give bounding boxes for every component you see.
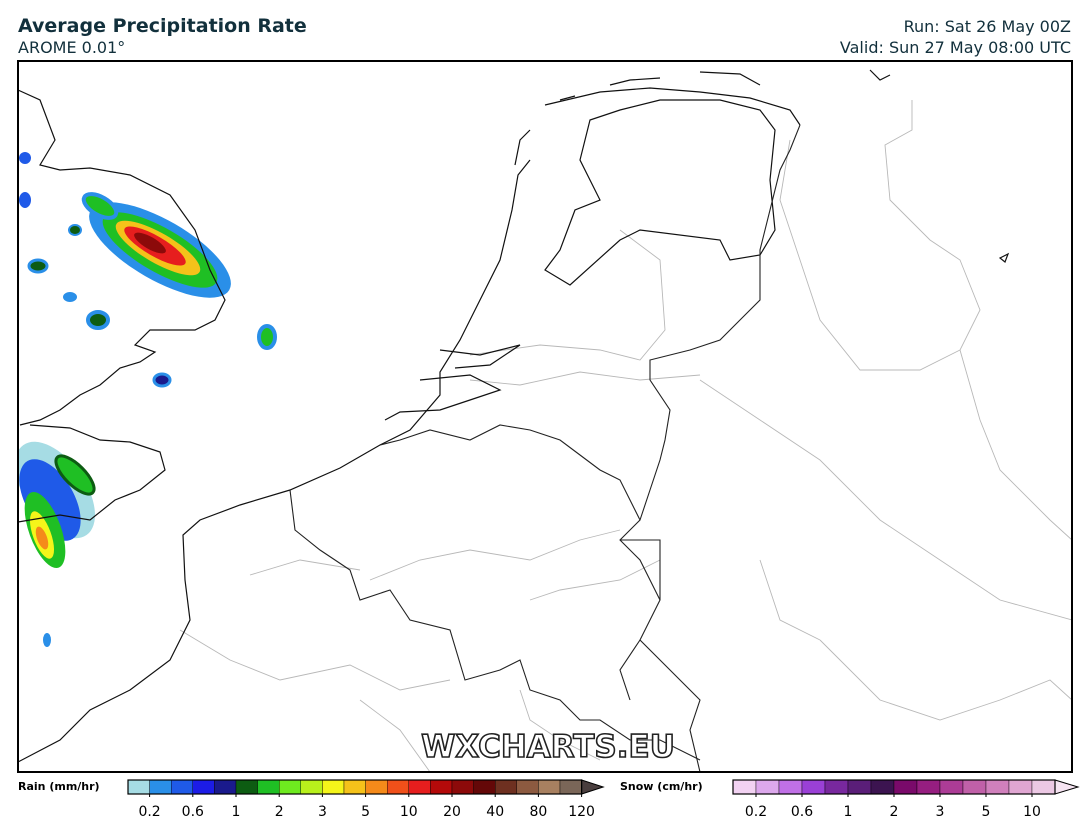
map-frame bbox=[17, 60, 1073, 773]
rain-color-swatch bbox=[214, 779, 237, 795]
run-time: Run: Sat 26 May 00Z bbox=[904, 17, 1071, 36]
snow-legend-label: Snow (cm/hr) bbox=[620, 780, 703, 793]
snow-color-swatch bbox=[939, 779, 964, 795]
rain-color-swatch bbox=[170, 779, 193, 795]
rain-bar-frame bbox=[127, 779, 583, 795]
rain-legend-label: Rain (mm/hr) bbox=[18, 780, 100, 793]
rain-color-swatch bbox=[538, 779, 561, 795]
rain-tick-label: 120 bbox=[568, 804, 595, 820]
rain-color-swatch bbox=[559, 779, 582, 795]
snow-tick-label: 1 bbox=[844, 804, 853, 820]
rain-color-swatch bbox=[279, 779, 302, 795]
rain-color-swatch bbox=[408, 779, 431, 795]
snow-color-swatch bbox=[985, 779, 1010, 795]
snow-color-swatch bbox=[824, 779, 849, 795]
watermark: WXCHARTS.EU bbox=[421, 729, 675, 765]
title: Average Precipitation Rate bbox=[18, 15, 307, 37]
rain-color-swatch bbox=[430, 779, 453, 795]
rain-tick-label: 2 bbox=[275, 804, 284, 820]
rain-color-arrow bbox=[581, 779, 605, 795]
national-borders bbox=[289, 124, 801, 772]
snow-color-swatch bbox=[732, 779, 757, 795]
rain-color-swatch bbox=[257, 779, 280, 795]
rain-color-swatch bbox=[473, 779, 496, 795]
map bbox=[17, 60, 1073, 773]
snow-tick-label: 3 bbox=[936, 804, 945, 820]
subtitle: AROME 0.01° bbox=[18, 38, 125, 57]
snow-color-swatch bbox=[801, 779, 826, 795]
snow-color-arrow bbox=[1054, 779, 1080, 795]
minor-borders bbox=[179, 100, 1072, 772]
snow-tick-label: 2 bbox=[890, 804, 899, 820]
rain-tick-label: 10 bbox=[400, 804, 418, 820]
rain-color-swatch bbox=[516, 779, 539, 795]
rain-color-swatch bbox=[149, 779, 172, 795]
snow-color-swatch bbox=[962, 779, 987, 795]
rain-color-swatch bbox=[235, 779, 258, 795]
rain-tick-label: 0.6 bbox=[182, 804, 204, 820]
snow-tick-label: 0.6 bbox=[791, 804, 813, 820]
coastlines bbox=[18, 69, 1010, 763]
snow-tick-label: 5 bbox=[982, 804, 991, 820]
legend: Rain (mm/hr) Snow (cm/hr) 0.2 0.6 1 2 3 5 10 20… bbox=[18, 779, 1080, 820]
rain-tick-label: 20 bbox=[443, 804, 461, 820]
precip-areas bbox=[18, 152, 277, 647]
snow-color-swatch bbox=[870, 779, 895, 795]
rain-color-swatch bbox=[192, 779, 215, 795]
rain-color-swatch bbox=[451, 779, 474, 795]
snow-color-swatch bbox=[893, 779, 918, 795]
snow-color-swatch bbox=[1008, 779, 1033, 795]
snow-color-swatch bbox=[916, 779, 941, 795]
rain-tick-label: 80 bbox=[529, 804, 547, 820]
snow-color-swatch bbox=[1031, 779, 1056, 795]
valid-time: Valid: Sun 27 May 08:00 UTC bbox=[840, 38, 1071, 57]
rain-tick-label: 5 bbox=[361, 804, 370, 820]
rain-color-swatch bbox=[343, 779, 366, 795]
rain-color-swatch bbox=[127, 779, 150, 795]
rain-color-swatch bbox=[365, 779, 388, 795]
snow-tick-label: 0.2 bbox=[745, 804, 767, 820]
rain-color-swatch bbox=[300, 779, 323, 795]
rain-tick-label: 1 bbox=[232, 804, 241, 820]
rain-color-swatch bbox=[322, 779, 345, 795]
snow-color-swatch bbox=[755, 779, 780, 795]
rain-tick-label: 0.2 bbox=[138, 804, 160, 820]
snow-color-swatch bbox=[847, 779, 872, 795]
rain-tick-label: 40 bbox=[486, 804, 504, 820]
rain-color-swatch bbox=[387, 779, 410, 795]
rain-color-swatch bbox=[495, 779, 518, 795]
snow-tick-label: 10 bbox=[1023, 804, 1041, 820]
rain-tick-label: 3 bbox=[318, 804, 327, 820]
snow-color-swatch bbox=[778, 779, 803, 795]
